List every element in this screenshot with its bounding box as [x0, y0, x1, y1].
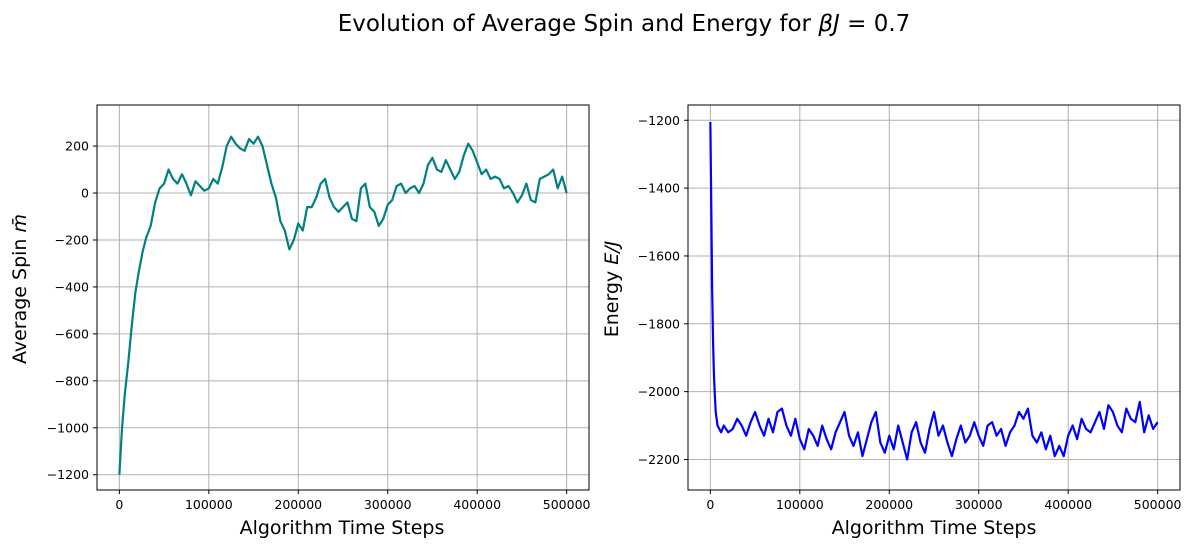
spin-y-tick-label: −800 — [55, 373, 89, 388]
spin-y-axis-label: Average Spin m̄ — [9, 214, 31, 364]
spin-x-tick-label: 400000 — [453, 497, 501, 512]
energy-x-tick-label: 500000 — [1134, 497, 1182, 512]
spin-y-tick-label: −400 — [55, 279, 89, 294]
spin-series — [118, 135, 568, 475]
figure-title-math: βJ — [817, 11, 840, 37]
spin-y-tick-label: −1200 — [47, 467, 89, 482]
energy-chart: 0 100000 200000 300000 400000 500000 −1200 −140… — [601, 104, 1182, 539]
spin-chart: 0 100000 200000 300000 400000 500000 200 0 −200 −… — [9, 104, 591, 539]
energy-series — [709, 121, 1159, 461]
energy-y-tick-label: −2000 — [638, 384, 680, 399]
energy-series-line — [709, 121, 1159, 461]
spin-grid — [97, 105, 589, 490]
energy-x-axis-label: Algorithm Time Steps — [832, 517, 1037, 539]
energy-y-axis-label: Energy E/J — [601, 240, 623, 337]
spin-y-tick-label: 200 — [65, 139, 89, 154]
energy-axes-frame — [687, 104, 1181, 491]
spin-y-tick-label: −200 — [55, 232, 89, 247]
energy-ticks: 0 100000 200000 300000 400000 500000 −1200 −140… — [638, 113, 1182, 512]
spin-x-tick-label: 300000 — [364, 497, 412, 512]
energy-grid — [688, 105, 1180, 490]
energy-y-tick-label: −1400 — [638, 181, 680, 196]
energy-x-tick-label: 100000 — [776, 497, 824, 512]
figure-title-tail: = 0.7 — [840, 11, 910, 37]
spin-y-tick-label: −600 — [55, 326, 89, 341]
energy-y-tick-label: −2200 — [638, 452, 680, 467]
spin-x-tick-label: 100000 — [185, 497, 233, 512]
spin-x-tick-label: 200000 — [274, 497, 322, 512]
energy-y-tick-label: −1800 — [638, 316, 680, 331]
spin-series-line — [118, 135, 568, 475]
figure-title-main: Evolution of Average Spin and Energy for — [338, 11, 819, 37]
spin-x-tick-label: 500000 — [543, 497, 591, 512]
spin-y-tick-label: −1000 — [47, 420, 89, 435]
energy-x-tick-label: 300000 — [955, 497, 1003, 512]
spin-y-tick-label: 0 — [81, 186, 89, 201]
spin-ticks: 0 100000 200000 300000 400000 500000 200 0 −200 −… — [47, 139, 591, 512]
spin-axes-frame — [96, 104, 590, 491]
energy-x-tick-label: 400000 — [1044, 497, 1092, 512]
spin-x-axis-label: Algorithm Time Steps — [240, 517, 445, 539]
energy-x-tick-label: 0 — [706, 497, 714, 512]
energy-y-axis-label-math: E/J — [601, 240, 623, 264]
figure-title: Evolution of Average Spin and Energy for… — [338, 11, 911, 37]
spin-y-axis-label-math: m̄ — [9, 214, 31, 233]
energy-y-tick-label: −1600 — [638, 248, 680, 263]
spin-x-tick-label: 0 — [115, 497, 123, 512]
spin-y-axis-label-text: Average Spin — [9, 232, 31, 364]
energy-y-tick-label: −1200 — [638, 113, 680, 128]
energy-y-axis-label-text: Energy — [601, 265, 623, 338]
energy-x-tick-label: 200000 — [865, 497, 913, 512]
